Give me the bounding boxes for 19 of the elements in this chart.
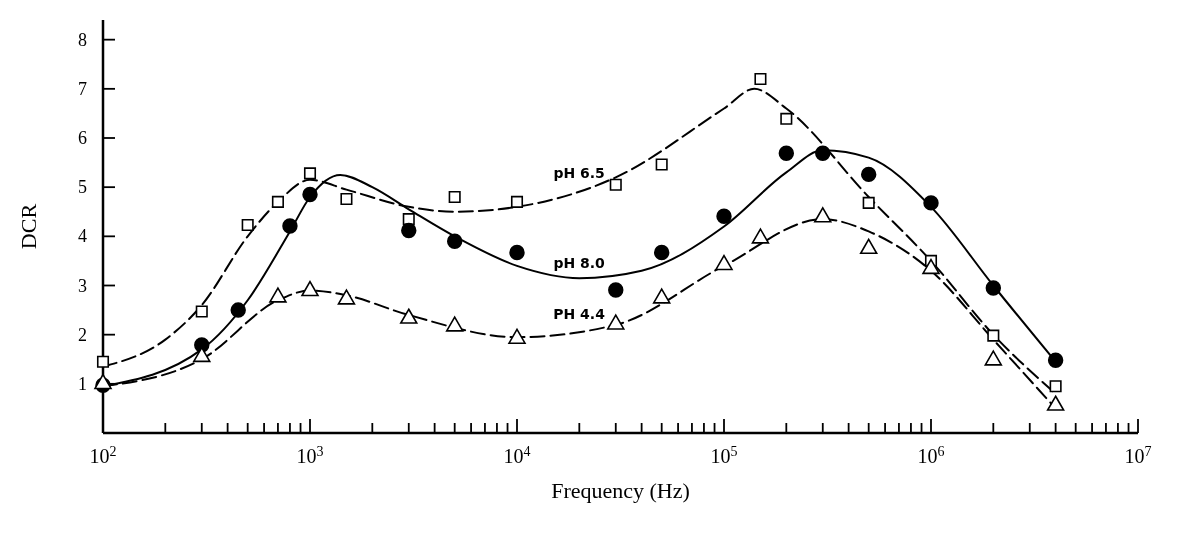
series-label: PH 4.4: [553, 306, 606, 323]
y-tick-label: 3: [78, 275, 87, 296]
series-label: pH 6.5: [553, 165, 605, 182]
x-axis-title: Frequency (Hz): [551, 478, 690, 503]
x-tick-label: 10$^{7}$: [1124, 443, 1152, 467]
y-tick-label: 1: [78, 373, 87, 394]
x-tick-label: 10$^{4}$: [503, 443, 531, 467]
x-tick-label: 10$^{6}$: [917, 443, 945, 467]
y-axis-title: DCR: [16, 203, 41, 250]
y-tick-label: 4: [78, 226, 87, 247]
y-tick-label: 6: [78, 128, 87, 148]
y-tick-label: 7: [78, 78, 87, 99]
series-label: pH 8.0: [553, 255, 606, 272]
y-tick-label: 8: [78, 29, 87, 50]
x-tick-label: 10$^{5}$: [710, 443, 738, 467]
x-tick-label: 10$^{2}$: [89, 443, 117, 467]
y-tick-label: 2: [78, 324, 87, 345]
x-tick-label: 10$^{3}$: [296, 443, 324, 467]
y-tick-label: 5: [78, 177, 87, 198]
